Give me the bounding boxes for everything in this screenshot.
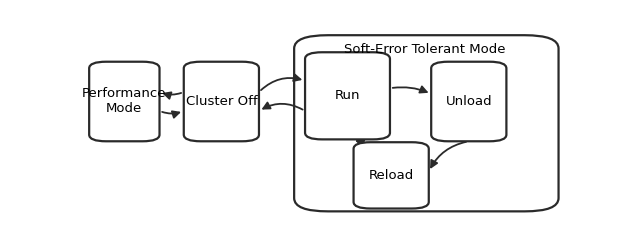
Text: Reload: Reload <box>369 169 414 182</box>
FancyBboxPatch shape <box>184 62 259 141</box>
FancyBboxPatch shape <box>89 62 160 141</box>
FancyBboxPatch shape <box>431 62 506 141</box>
FancyBboxPatch shape <box>294 35 558 211</box>
Text: Performance
Mode: Performance Mode <box>82 88 167 116</box>
FancyBboxPatch shape <box>305 52 390 139</box>
Text: Soft-Error Tolerant Mode: Soft-Error Tolerant Mode <box>344 43 506 56</box>
FancyBboxPatch shape <box>354 142 429 209</box>
Text: Cluster Off: Cluster Off <box>185 95 257 108</box>
Text: Run: Run <box>335 89 360 102</box>
Text: Unload: Unload <box>446 95 492 108</box>
